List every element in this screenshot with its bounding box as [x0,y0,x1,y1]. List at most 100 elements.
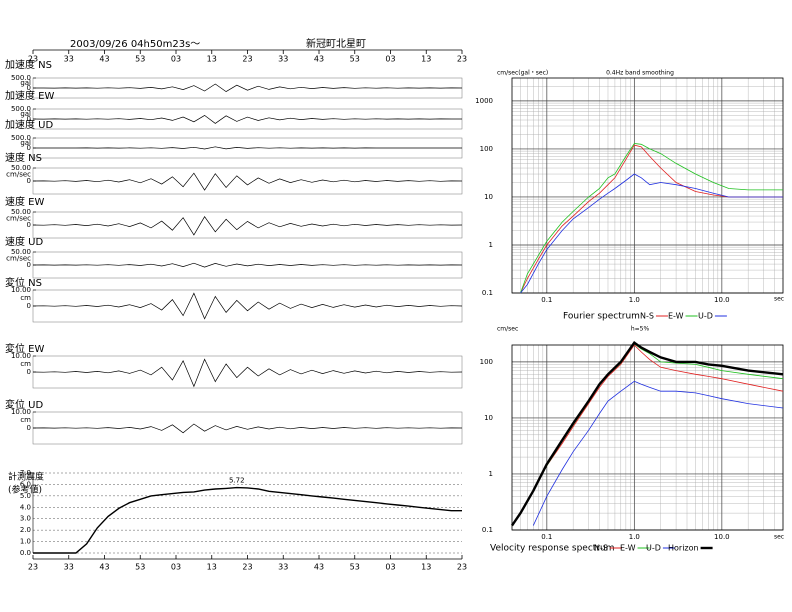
unit-label: cm/sec [6,215,31,223]
y-tick-label: 50.00 [11,208,31,216]
waveform [32,358,463,388]
y-tick-label: 7.0 [20,469,31,477]
y-tick-label: 100 [480,145,493,153]
y-tick-label: 5.0 [20,492,31,500]
station-name: 新冠町北星町 [306,37,366,50]
y-tick-label: 0 [27,302,31,310]
y-axis-label: cm/sec [497,326,518,333]
y-tick-label: 4.0 [20,503,31,511]
y-tick-label: 500.0 [11,74,31,82]
unit-label: gal [20,79,31,87]
y-tick-label: 0.1 [482,526,493,534]
y-tick-label: 500.0 [11,134,31,142]
legend-label: U-D [646,544,661,553]
waveform [32,292,463,320]
unit-label: cm [20,360,31,368]
x-tick-label: 03 [171,55,181,64]
chart-title: 0.4Hz band smoothing [606,70,674,77]
legend-label: N-S [594,544,608,553]
value-label: 5.72 [229,477,245,485]
x-tick-label: 03 [385,563,395,572]
plot-frame [511,77,784,294]
x-tick-label: 13 [421,563,431,572]
x-tick-label: 33 [278,55,288,64]
trace-name: 加速度 EW [5,89,54,102]
x-tick-label: 03 [171,563,181,572]
trace-name: 速度 NS [5,151,42,164]
y-tick-label: 1000 [475,97,493,105]
x-tick-label: 1.0 [629,296,640,304]
spectrum-line [520,143,783,294]
y-tick-label: 1 [489,470,493,478]
waveform [33,146,462,150]
chart-title: 計測震度 [8,471,44,483]
trace-name: 加速度 NS [5,58,52,71]
waveform [32,216,463,236]
trace-name: 加速度 UD [5,118,53,131]
legend-title: Velocity response spectrum [490,544,615,554]
x-tick-label: 43 [314,55,324,64]
trace-name: 速度 EW [5,195,44,208]
x-tick-label: 53 [350,563,360,572]
unit-label: gal [20,110,31,118]
y-tick-label: 0.1 [482,289,493,297]
trace-name: 変位 UD [5,398,43,411]
x-tick-label: 0.1 [541,533,552,541]
spectrum-line [532,380,784,526]
y-tick-label: 100 [480,358,493,366]
unit-label: cm [20,416,31,424]
y-tick-label: 1 [489,241,493,249]
x-tick-label: 53 [350,55,360,64]
x-tick-label: 23 [28,55,38,64]
x-tick-label: 23 [28,563,38,572]
y-tick-label: 1.0 [20,538,31,546]
x-tick-label: 13 [421,55,431,64]
chart-title: h=5% [631,326,650,333]
legend-label: N-S [640,312,654,321]
x-tick-label: 53 [135,563,145,572]
y-tick-label: 10.00 [11,286,31,294]
unit-label: cm/sec [6,255,31,263]
y-tick-label: 0 [27,368,31,376]
x-tick-label: 33 [64,563,74,572]
x-tick-label: 43 [314,563,324,572]
x-tick-label: 03 [385,55,395,64]
plot-frame [511,344,784,531]
x-tick-label: 23 [242,55,252,64]
y-tick-label: 0 [27,221,31,229]
waveform [32,172,463,191]
y-tick-label: 10 [484,193,493,201]
y-tick-label: 0.0 [20,549,31,557]
spectrum-line [520,144,783,294]
y-tick-label: 0 [27,424,31,432]
trace-name: 速度 UD [5,235,43,248]
x-tick-label: 33 [64,55,74,64]
spectrum-line [520,173,783,294]
x-tick-label: 43 [99,563,109,572]
spectrum-line [511,341,784,527]
x-axis-label: sec [774,296,784,303]
y-tick-label: 50.00 [11,164,31,172]
y-tick-label: 50.00 [11,248,31,256]
legend-label: E-W [668,312,684,321]
legend-label: E-W [620,544,636,553]
y-tick-label: 2.0 [20,526,31,534]
x-tick-label: 23 [457,563,467,572]
x-tick-label: 0.1 [541,296,552,304]
chart-subtitle: (参考値) [8,484,42,496]
x-tick-label: 13 [207,55,217,64]
trace-name: 変位 NS [5,276,42,289]
y-tick-label: 10.00 [11,408,31,416]
x-tick-label: 1.0 [629,533,640,541]
x-tick-label: 10.0 [714,533,730,541]
legend-label: Horizon [668,544,699,553]
x-tick-label: 53 [135,55,145,64]
legend-title: Fourier spectrum [563,312,640,322]
y-tick-label: 0 [27,144,31,152]
x-tick-label: 33 [278,563,288,572]
x-tick-label: 23 [457,55,467,64]
y-tick-label: 6.0 [20,480,31,488]
intensity-line [33,486,462,554]
